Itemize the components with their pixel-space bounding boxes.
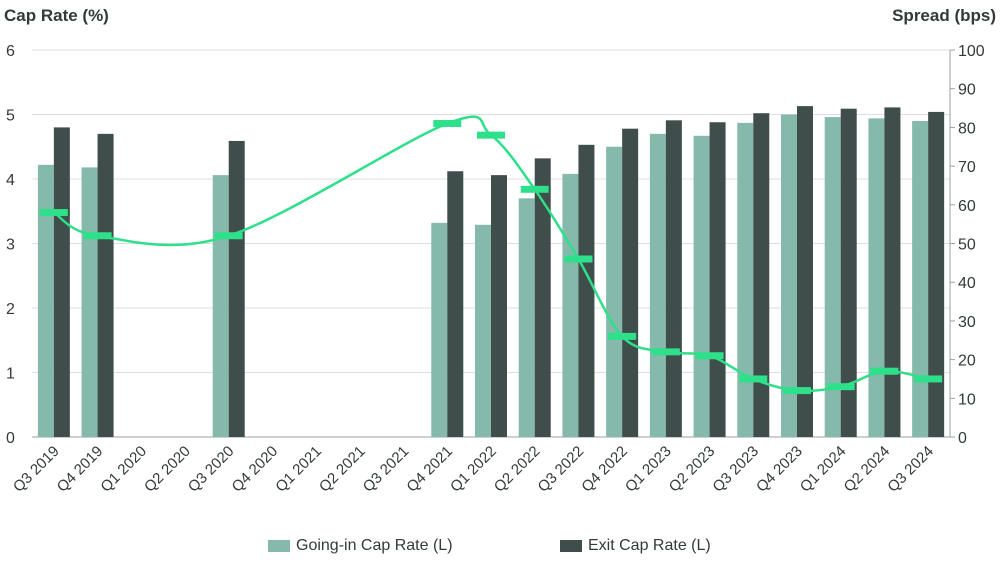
y-tick-label-right: 100 (958, 43, 985, 60)
y-tick-label-right: 90 (958, 82, 976, 99)
y-tick-label-right: 30 (958, 314, 976, 331)
y-tick-label-right: 70 (958, 159, 976, 176)
y-tick-label-left: 1 (6, 366, 15, 383)
bar-going-in (824, 117, 841, 437)
spread-marker (739, 375, 768, 383)
spread-marker (520, 185, 549, 193)
bar-going-in (37, 164, 54, 437)
bar-exit (97, 133, 114, 437)
bar-exit (797, 106, 813, 438)
x-tick-label: Q3 2019 (10, 443, 63, 496)
spread-marker (608, 332, 637, 340)
spread-marker (477, 131, 505, 139)
x-tick-label: Q4 2019 (54, 443, 107, 496)
spread-marker (695, 352, 724, 360)
spread-marker (83, 232, 112, 240)
bar-exit (228, 140, 245, 437)
y-tick-label-right: 20 (958, 353, 976, 370)
bar-exit (840, 108, 857, 437)
bar-going-in (562, 173, 579, 437)
spread-marker (651, 348, 680, 356)
y-tick-label-right: 60 (958, 198, 976, 215)
x-tick-label: Q1 2022 (447, 443, 500, 496)
y-tick-label-right: 40 (958, 275, 976, 292)
bar-going-in (81, 167, 98, 437)
bar-exit (447, 171, 464, 437)
legend: Going-in Cap Rate (L) Exit Cap Rate (L) (0, 537, 1000, 561)
x-tick-label: Q4 2022 (578, 443, 631, 496)
bar-exit (53, 127, 70, 438)
x-tick-label: Q2 2020 (141, 443, 194, 496)
bar-going-in (737, 122, 754, 437)
x-tick-label: Q4 2023 (753, 443, 806, 496)
bar-going-in (431, 222, 448, 437)
x-tick-label: Q3 2020 (185, 443, 238, 496)
y-tick-label-right: 10 (958, 391, 976, 408)
y-tick-label-right: 0 (958, 430, 967, 447)
bar-going-in (912, 120, 929, 437)
y-tick-label-left: 5 (6, 108, 15, 125)
y-axis-right-title: Spread (bps) (892, 6, 996, 25)
x-tick-label: Q1 2020 (97, 443, 150, 496)
spread-marker (870, 367, 899, 375)
x-tick-label: Q2 2022 (491, 443, 544, 496)
bar-exit (709, 122, 726, 438)
y-tick-label-left: 3 (6, 237, 15, 254)
bar-exit (753, 113, 770, 438)
x-tick-label: Q4 2021 (403, 443, 456, 496)
spread-marker (914, 375, 943, 383)
x-tick-label: Q1 2023 (622, 443, 675, 496)
x-tick-label: Q1 2021 (272, 443, 325, 496)
bar-exit (534, 158, 551, 438)
y-tick-label-right: 50 (958, 237, 976, 254)
x-tick-label: Q3 2021 (360, 443, 413, 496)
bar-going-in (693, 135, 710, 437)
legend-label-exit: Exit Cap Rate (L) (588, 537, 711, 554)
x-tick-label: Q3 2023 (709, 443, 762, 496)
y-tick-label-left: 0 (6, 430, 15, 447)
y-tick-label-left: 6 (6, 43, 15, 60)
bar-going-in (518, 198, 535, 437)
bar-going-in (475, 224, 491, 437)
spread-marker (39, 209, 68, 217)
spread-marker (214, 232, 243, 240)
legend-item-going-in: Going-in Cap Rate (L) (268, 537, 453, 555)
bar-going-in (606, 146, 623, 437)
legend-label-going-in: Going-in Cap Rate (L) (296, 537, 453, 554)
bar-going-in (868, 118, 885, 438)
spread-marker (783, 387, 811, 395)
y-tick-label-left: 2 (6, 301, 15, 318)
x-tick-label: Q2 2021 (316, 443, 369, 496)
x-tick-label: Q4 2020 (229, 443, 282, 496)
bar-exit (665, 120, 682, 438)
legend-swatch-going-in (268, 540, 290, 552)
bar-exit (622, 128, 639, 437)
y-tick-label-left: 4 (6, 172, 15, 189)
bar-exit (491, 175, 507, 437)
bar-going-in (212, 175, 229, 437)
x-tick-label: Q2 2024 (841, 443, 894, 496)
x-tick-label: Q1 2024 (797, 443, 850, 496)
x-tick-label: Q3 2022 (535, 443, 588, 496)
legend-swatch-exit (560, 540, 582, 552)
spread-marker (826, 383, 855, 391)
bar-going-in (649, 133, 666, 437)
x-tick-label: Q2 2023 (666, 443, 719, 496)
x-tick-label: Q3 2024 (884, 443, 937, 496)
y-axis-left-title: Cap Rate (%) (4, 6, 109, 25)
y-tick-label-right: 80 (958, 120, 976, 137)
bar-going-in (781, 114, 797, 437)
legend-item-exit: Exit Cap Rate (L) (560, 537, 711, 555)
spread-marker (433, 120, 462, 128)
bar-exit (884, 107, 901, 437)
spread-marker (564, 255, 593, 263)
bar-exit (578, 144, 595, 437)
bar-exit (928, 111, 945, 438)
